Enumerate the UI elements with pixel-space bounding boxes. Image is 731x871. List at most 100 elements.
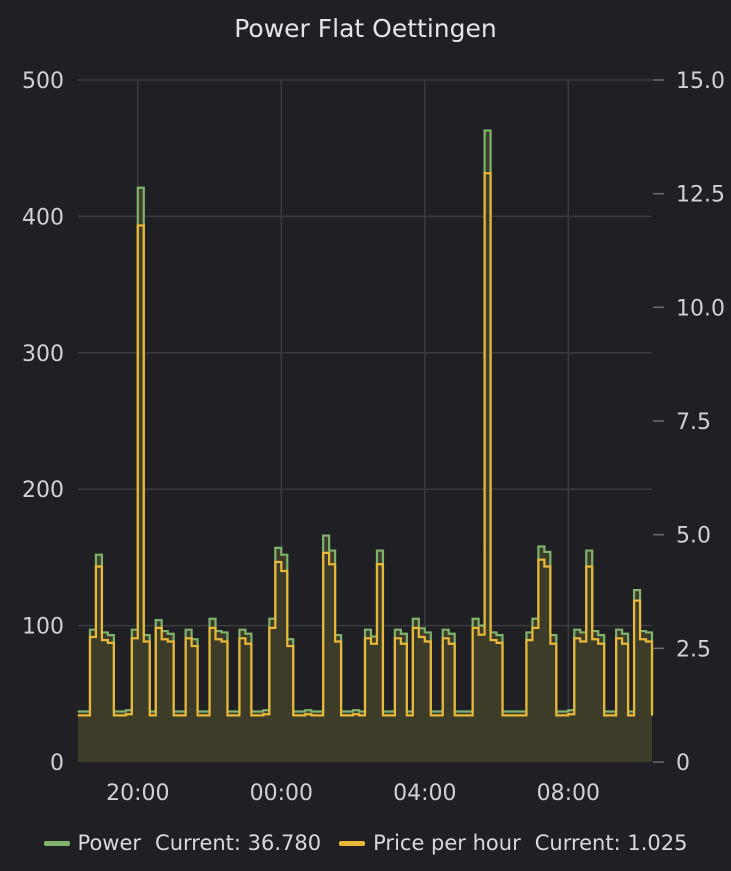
data-point-price-per-hour bbox=[513, 714, 516, 716]
data-point-price-per-hour bbox=[286, 645, 288, 647]
data-point-price-per-hour bbox=[89, 636, 91, 638]
data-point-price-per-hour bbox=[268, 627, 270, 629]
data-point-price-per-hour bbox=[107, 642, 109, 644]
data-point-power bbox=[424, 631, 426, 634]
data-point-power bbox=[460, 710, 462, 713]
legend-current-value: Current: 1.025 bbox=[534, 831, 688, 855]
data-point-power bbox=[615, 629, 617, 631]
data-point-power bbox=[495, 634, 498, 636]
legend-series-name: Power bbox=[77, 831, 142, 855]
data-point-power bbox=[364, 629, 366, 631]
data-point-power bbox=[561, 710, 563, 713]
data-point-power bbox=[268, 618, 270, 620]
data-point-power bbox=[220, 631, 223, 634]
data-point-price-per-hour bbox=[226, 714, 229, 716]
data-point-price-per-hour bbox=[352, 713, 354, 715]
data-point-power bbox=[137, 187, 139, 189]
data-point-price-per-hour bbox=[131, 637, 133, 639]
data-point-price-per-hour bbox=[466, 714, 468, 716]
data-point-price-per-hour bbox=[208, 627, 211, 629]
data-point-power bbox=[119, 710, 121, 713]
data-point-power bbox=[388, 710, 390, 713]
data-point-price-per-hour bbox=[376, 563, 378, 565]
x-tick-label: 20:00 bbox=[106, 781, 169, 806]
data-point-power bbox=[322, 534, 324, 537]
data-point-price-per-hour bbox=[585, 565, 587, 568]
data-point-price-per-hour bbox=[304, 713, 306, 715]
data-point-price-per-hour bbox=[95, 565, 97, 568]
data-point-power bbox=[478, 625, 480, 627]
data-point-price-per-hour bbox=[603, 714, 605, 716]
data-point-power bbox=[442, 629, 444, 631]
data-point-price-per-hour bbox=[143, 640, 145, 643]
data-point-price-per-hour bbox=[250, 714, 252, 716]
data-point-price-per-hour bbox=[77, 714, 79, 716]
data-point-price-per-hour bbox=[113, 714, 115, 716]
data-point-power bbox=[448, 633, 450, 635]
data-point-price-per-hour bbox=[507, 714, 510, 716]
data-point-price-per-hour bbox=[400, 643, 402, 645]
y-left-tick-label: 300 bbox=[22, 342, 64, 367]
data-point-power bbox=[167, 633, 169, 635]
data-point-price-per-hour bbox=[549, 643, 551, 645]
data-point-power bbox=[179, 710, 181, 713]
data-point-power bbox=[507, 710, 510, 713]
data-point-power bbox=[256, 710, 258, 713]
data-point-power bbox=[131, 629, 133, 631]
data-point-price-per-hour bbox=[214, 638, 217, 640]
data-point-price-per-hour bbox=[382, 714, 384, 716]
data-point-price-per-hour bbox=[406, 714, 408, 716]
data-point-price-per-hour bbox=[591, 638, 593, 640]
data-point-price-per-hour bbox=[316, 714, 318, 716]
data-point-price-per-hour bbox=[232, 714, 235, 716]
data-point-price-per-hour bbox=[442, 637, 444, 639]
data-point-price-per-hour bbox=[573, 637, 575, 639]
data-point-power bbox=[238, 629, 241, 631]
data-point-price-per-hour bbox=[101, 639, 103, 641]
data-point-power bbox=[412, 618, 414, 620]
y-right-tick-label: 15.0 bbox=[676, 69, 725, 94]
data-point-power bbox=[519, 710, 522, 713]
data-point-price-per-hour bbox=[609, 714, 611, 716]
data-point-power bbox=[645, 631, 647, 634]
data-point-power bbox=[394, 629, 396, 631]
data-point-price-per-hour bbox=[627, 714, 629, 716]
data-point-power bbox=[358, 710, 360, 713]
data-point-power bbox=[585, 549, 587, 552]
data-point-price-per-hour bbox=[460, 714, 462, 716]
data-point-power bbox=[400, 633, 402, 635]
series-line-power bbox=[78, 129, 654, 713]
data-point-power bbox=[125, 709, 127, 711]
data-point-price-per-hour bbox=[364, 637, 366, 639]
data-point-power bbox=[298, 710, 300, 713]
data-point-price-per-hour bbox=[238, 637, 241, 639]
data-point-price-per-hour bbox=[489, 639, 492, 641]
data-point-price-per-hour bbox=[615, 637, 617, 639]
data-point-power bbox=[609, 710, 611, 713]
legend-item-power[interactable]: Power Current: 36.780 bbox=[43, 831, 321, 855]
y-left-tick-label: 0 bbox=[50, 751, 64, 776]
data-point-power bbox=[274, 547, 276, 549]
data-point-price-per-hour bbox=[651, 714, 653, 716]
data-point-price-per-hour bbox=[597, 643, 599, 645]
data-point-power bbox=[244, 633, 247, 635]
data-point-price-per-hour bbox=[137, 224, 139, 227]
data-point-price-per-hour bbox=[394, 637, 396, 639]
data-point-price-per-hour bbox=[173, 714, 175, 716]
data-point-price-per-hour bbox=[555, 714, 557, 716]
data-point-power bbox=[376, 549, 378, 552]
data-point-price-per-hour bbox=[519, 714, 522, 716]
data-point-power bbox=[95, 554, 97, 556]
x-tick-label: 04:00 bbox=[393, 781, 456, 806]
data-point-price-per-hour bbox=[202, 714, 205, 716]
data-point-power bbox=[513, 710, 516, 713]
data-point-power bbox=[567, 709, 569, 711]
data-point-price-per-hour bbox=[125, 713, 127, 715]
y-right-tick-label: 12.5 bbox=[676, 183, 725, 208]
data-point-price-per-hour bbox=[310, 714, 312, 716]
data-point-price-per-hour bbox=[155, 627, 157, 629]
y-left-tick-label: 200 bbox=[22, 478, 64, 503]
legend-item-price-per-hour[interactable]: Price per hour Current: 1.025 bbox=[339, 831, 687, 855]
